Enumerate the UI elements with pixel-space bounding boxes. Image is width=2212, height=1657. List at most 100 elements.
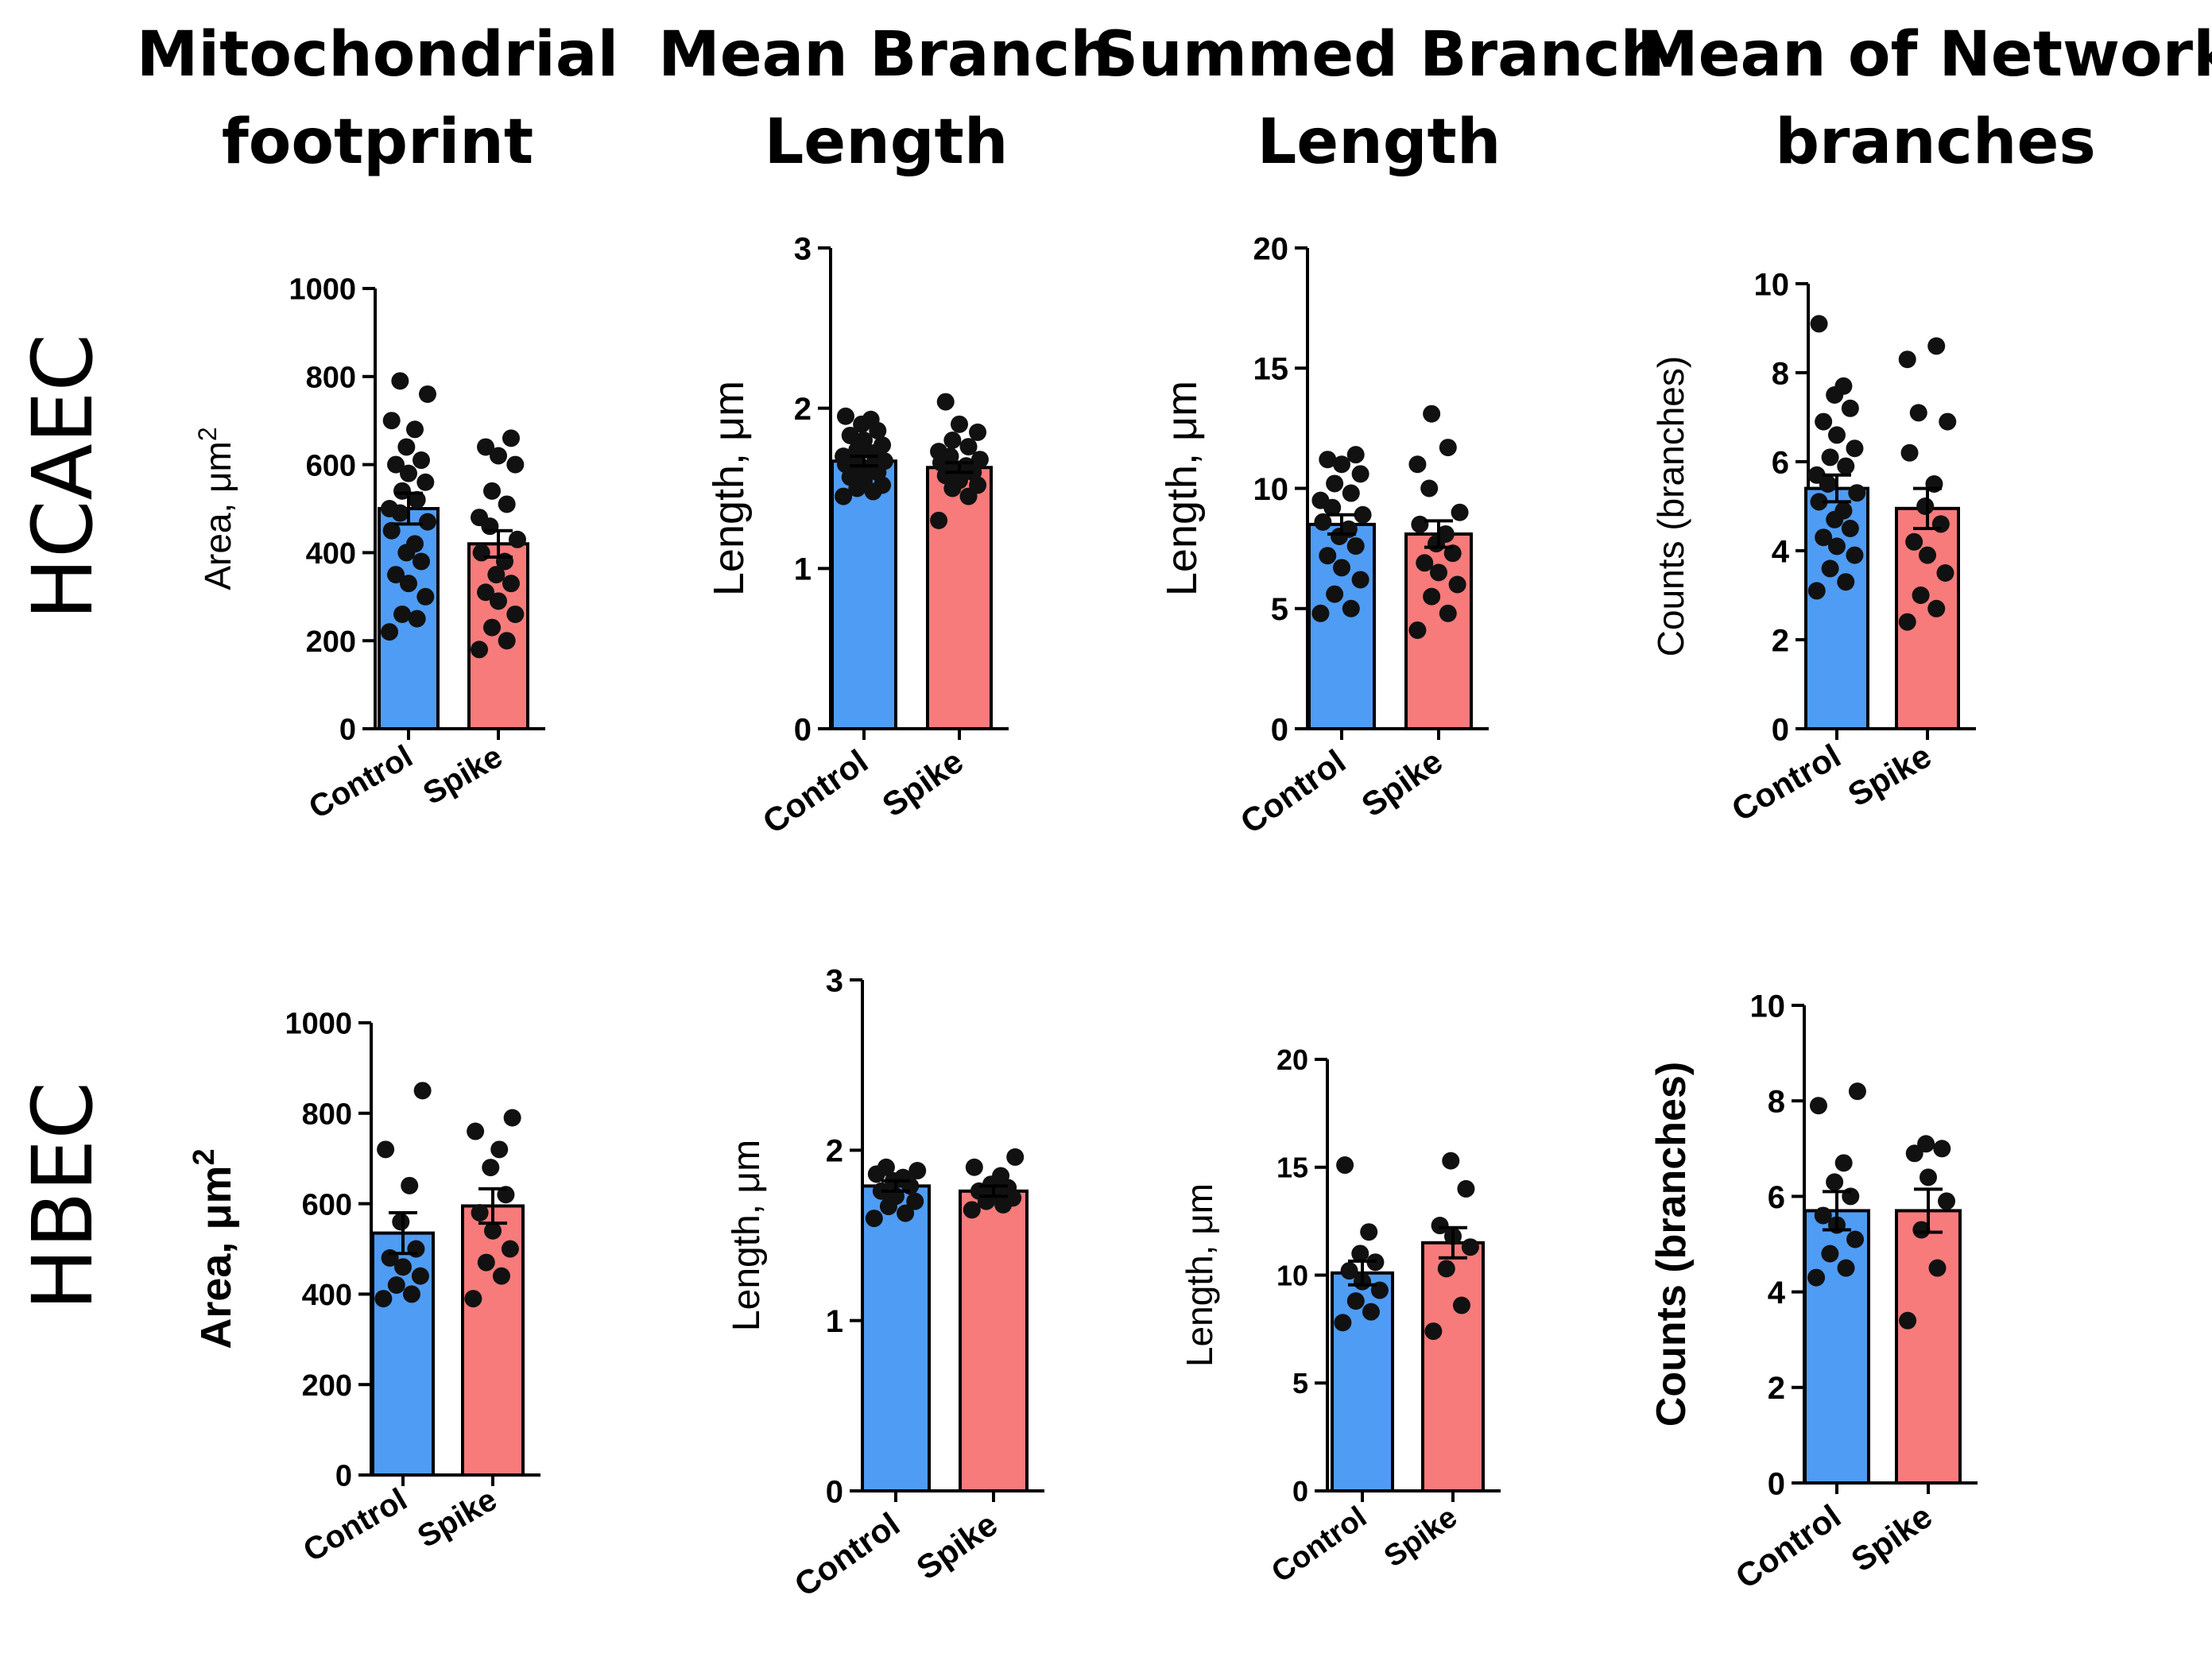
data-point-spike [1898,350,1916,369]
data-point-control [392,1213,410,1231]
data-point-spike [1919,546,1936,564]
y-axis-label: Counts (branches) [1648,1062,1695,1427]
data-point-control [908,1162,927,1180]
bar-spike [1421,1241,1485,1493]
data-point-spike [1006,1148,1025,1166]
bar-spike [959,1189,1029,1492]
y-tick-label: 800 [306,361,356,394]
y-tick-label: 4 [1768,1276,1786,1311]
data-point-control [906,1192,924,1210]
data-point-spike [1451,503,1469,521]
data-point-control [1821,559,1839,578]
data-point-control [405,420,424,439]
data-point-control [897,1204,915,1222]
data-point-control [408,490,426,509]
data-point-control [1826,1173,1844,1191]
data-point-spike [490,1140,509,1159]
data-point-spike [1431,1217,1449,1235]
data-point-spike [484,1221,502,1240]
data-point-control [862,410,880,428]
data-point-spike [492,1267,510,1285]
y-tick-label: 0 [1292,1475,1308,1508]
data-point-spike [1917,1135,1935,1153]
data-point-control [1333,455,1350,474]
data-point-control [1354,505,1372,524]
bar-control [861,1184,931,1493]
y-tick-label: 4 [1772,534,1790,569]
data-point-control [836,407,854,425]
data-point-control [1362,1303,1380,1321]
y-tick-label: 2 [1768,1371,1785,1406]
data-point-spike [959,438,978,456]
data-point-control [1846,439,1864,458]
data-point-spike [490,592,507,610]
data-point-spike [1931,515,1950,533]
data-point-control [1848,1082,1866,1101]
data-point-spike [506,605,525,623]
y-tick-label: 1 [794,552,812,587]
data-point-spike [930,511,948,529]
data-point-control [400,464,417,482]
category-label-spike: Spike [417,739,508,811]
y-axis-label: Area, μm2 [193,427,238,590]
row-title-hcaec: HCAEC [14,334,111,620]
data-point-spike [472,544,490,562]
data-point-control [381,1249,399,1267]
category-label-spike: Spike [875,742,970,824]
category-label-spike: Spike [1844,1497,1939,1579]
data-point-control [407,1240,425,1258]
y-tick-label: 20 [1276,1043,1308,1076]
data-point-control [1319,547,1337,565]
data-point-control [1807,466,1826,484]
data-point-control [1346,1292,1365,1311]
y-tick-label: 0 [1768,1466,1785,1501]
data-point-control [865,1210,883,1228]
data-point-control [1346,537,1365,556]
y-tick-label: 600 [306,449,356,482]
data-point-control [1326,585,1344,603]
y-axis-label: Area, μm2 [188,1148,240,1349]
data-point-spike [1939,412,1957,431]
data-point-control [1846,1230,1865,1249]
column-title-summed-branch: Summed Branch Length [1094,19,1664,178]
data-point-control [418,513,436,531]
data-point-spike [471,1203,489,1221]
data-point-spike [498,632,516,650]
data-point-spike [471,641,489,659]
y-tick-label: 10 [1754,267,1790,302]
data-point-spike [508,530,526,548]
data-point-spike [965,1158,983,1176]
data-point-spike [471,509,489,527]
column-title-footprint-line1: Mitochondrial [137,19,619,91]
data-point-spike [502,575,520,593]
data-point-spike [477,583,495,602]
data-point-control [1828,426,1846,444]
data-point-control [1314,513,1332,531]
y-axis-label: Length, μm [1158,381,1206,596]
column-title-network-branches-line2: branches [1775,106,2096,178]
data-point-spike [487,566,506,584]
data-point-control [1346,446,1365,464]
category-label-control: Control [1726,737,1847,828]
y-tick-label: 2 [794,392,812,427]
y-tick-label: 10 [1276,1259,1308,1291]
panel-HBEC-summed-branch: 0 5 10 15 20 Length, μm Control Spike [1179,1043,1501,1589]
data-point-control [835,447,853,466]
data-point-spike [951,415,968,433]
panel-HCAEC-summed-branch: 0 5 10 15 20 Length, μm Control Spike [1158,231,1489,841]
y-tick-label: 6 [1772,445,1789,480]
data-point-control [1828,537,1846,556]
y-tick-label: 8 [1772,356,1789,391]
data-point-spike [1920,1168,1937,1187]
panel-HCAEC-mean-branch: 0 1 2 3 Length, μm Control Spike [705,231,1009,841]
data-point-control [408,610,426,628]
column-title-summed-branch-line2: Length [1257,106,1501,178]
data-point-spike [1898,613,1916,631]
data-point-spike [483,482,502,500]
data-point-control [1333,559,1350,577]
y-tick-label: 2 [826,1134,843,1169]
data-point-spike [1439,439,1457,457]
data-point-spike [992,1167,1010,1185]
column-title-network-branches: Mean of Network branches [1637,19,2212,178]
